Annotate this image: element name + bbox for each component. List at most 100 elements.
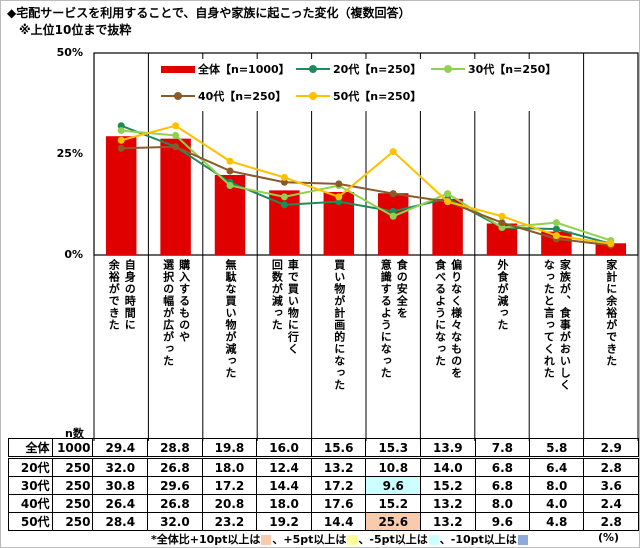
value-cell: 9.6 xyxy=(365,476,422,495)
legend-item: 20代【n=250】 xyxy=(296,61,421,77)
unit-label: (%) xyxy=(598,531,620,544)
table-row: 20代 250 32.0 26.8 18.0 12.4 13.2 10.8 14.0 6.8 6.4… xyxy=(8,457,639,477)
y-tick-label: 50% xyxy=(56,46,83,59)
value-cell: 17.6 xyxy=(310,494,367,513)
value-cell: 2.8 xyxy=(583,512,639,531)
bar-zentai xyxy=(377,193,409,255)
series-point-50代 xyxy=(498,212,506,220)
value-cell: 4.0 xyxy=(529,494,585,513)
series-point-40代 xyxy=(389,190,397,198)
series-point-20代 xyxy=(280,201,288,209)
row-header: 30代 xyxy=(8,476,53,495)
legend-item: 30代【n=250】 xyxy=(431,61,556,77)
category-label: 購入するものや 選択の幅が広がった xyxy=(161,259,191,367)
value-cell: 32.0 xyxy=(147,512,203,531)
value-cell: 32.0 xyxy=(92,457,149,477)
value-cell: 15.2 xyxy=(365,494,422,513)
series-point-30代 xyxy=(552,219,560,227)
value-cell: 19.8 xyxy=(201,438,258,459)
category-label: 偏りなく様々なものを 食べるようになった xyxy=(433,259,463,379)
chart-subtitle: ※上位10位まで抜粋 xyxy=(19,23,132,37)
category-label: 車で買い物に行く 回数が減った xyxy=(270,259,300,355)
legend-marker xyxy=(296,92,330,100)
legend-label: 20代【n=250】 xyxy=(333,63,422,76)
bar-zentai xyxy=(105,136,137,255)
value-cell: 26.4 xyxy=(92,494,149,513)
series-point-50代 xyxy=(172,122,180,130)
legend-label: 50代【n=250】 xyxy=(333,90,422,103)
value-cell: 2.8 xyxy=(583,457,639,477)
table-row: 30代 250 30.8 29.6 17.2 14.4 17.2 9.6 15.2 6.8 8.0 3… xyxy=(8,476,639,495)
series-point-40代 xyxy=(172,143,180,151)
value-cell: 12.4 xyxy=(256,457,312,477)
series-point-20代 xyxy=(389,207,397,215)
value-cell: 28.8 xyxy=(147,438,203,459)
value-cell: 13.2 xyxy=(310,457,367,477)
chart-title: ◆宅配サービスを利用することで、自身や家族に起こった変化（複数回答） xyxy=(7,6,411,20)
legend-marker xyxy=(161,92,195,100)
category-label: 外食が減った xyxy=(496,259,509,331)
row-header: 全体 xyxy=(8,438,53,459)
legend-item: 全体【n=1000】 xyxy=(161,61,290,77)
category-label: 家族が、食事がおいしく なったと言ってくれた xyxy=(542,259,572,391)
value-cell: 23.2 xyxy=(201,512,258,531)
series-point-40代 xyxy=(335,180,343,188)
series-point-30代 xyxy=(389,212,397,220)
series-point-50代 xyxy=(444,198,452,206)
series-point-50代 xyxy=(607,240,615,248)
value-cell: 29.4 xyxy=(92,438,149,459)
value-cell: 13.9 xyxy=(420,438,476,459)
category-label: 無駄な買い物が減った xyxy=(224,259,237,379)
legend-item: 50代【n=250】 xyxy=(296,88,421,104)
n-cell: 250 xyxy=(51,494,94,513)
value-cell: 8.0 xyxy=(474,494,531,513)
series-point-50代 xyxy=(117,136,125,144)
value-cell: 18.0 xyxy=(201,457,258,477)
value-cell: 2.9 xyxy=(583,438,639,459)
series-point-40代 xyxy=(280,178,288,186)
value-cell: 17.2 xyxy=(201,476,258,495)
series-point-40代 xyxy=(117,144,125,152)
n-cell: 250 xyxy=(51,512,94,531)
n-cell: 250 xyxy=(51,457,94,477)
series-line-20代 xyxy=(120,124,612,245)
legend-label: 30代【n=250】 xyxy=(468,63,557,76)
legend-label: 40代【n=250】 xyxy=(198,90,287,103)
row-header: 20代 xyxy=(8,457,53,477)
series-point-30代 xyxy=(172,131,180,139)
swatch-plus5 xyxy=(347,535,358,545)
legend-marker xyxy=(296,65,330,73)
row-header: 50代 xyxy=(8,512,53,531)
series-point-50代 xyxy=(280,173,288,181)
value-cell: 26.8 xyxy=(147,494,203,513)
row-header: 40代 xyxy=(8,494,53,513)
value-cell: 7.8 xyxy=(474,438,531,459)
value-cell: 13.2 xyxy=(420,512,476,531)
footnote-text: 、-10pt以上は xyxy=(439,533,517,546)
series-point-30代 xyxy=(226,182,234,190)
value-cell: 8.0 xyxy=(529,476,585,495)
footnote: *全体比+10pt以上は 、+5pt以上は 、-5pt以上は 、-10pt以上は xyxy=(151,531,529,547)
value-cell: 26.8 xyxy=(147,457,203,477)
value-cell: 9.6 xyxy=(474,512,531,531)
value-cell: 18.0 xyxy=(256,494,312,513)
legend-marker xyxy=(431,65,465,73)
value-cell: 5.8 xyxy=(529,438,585,459)
value-cell: 6.8 xyxy=(474,476,531,495)
series-point-50代 xyxy=(226,157,234,165)
value-cell: 14.4 xyxy=(310,512,367,531)
series-point-50代 xyxy=(335,193,343,201)
series-point-40代 xyxy=(498,219,506,227)
value-cell: 14.4 xyxy=(256,476,312,495)
value-cell: 20.8 xyxy=(201,494,258,513)
series-point-50代 xyxy=(552,232,560,240)
table-row: 40代 250 26.4 26.8 20.8 18.0 17.6 15.2 13.2 8.0 4.0… xyxy=(8,494,639,513)
legend-item: 40代【n=250】 xyxy=(161,88,286,104)
n-label: n数 xyxy=(65,427,84,440)
value-cell: 15.3 xyxy=(365,438,422,459)
y-tick-label: 25% xyxy=(56,147,83,160)
swatch-minus10 xyxy=(517,535,528,545)
value-cell: 10.8 xyxy=(365,457,422,477)
swatch-minus5 xyxy=(428,535,439,545)
